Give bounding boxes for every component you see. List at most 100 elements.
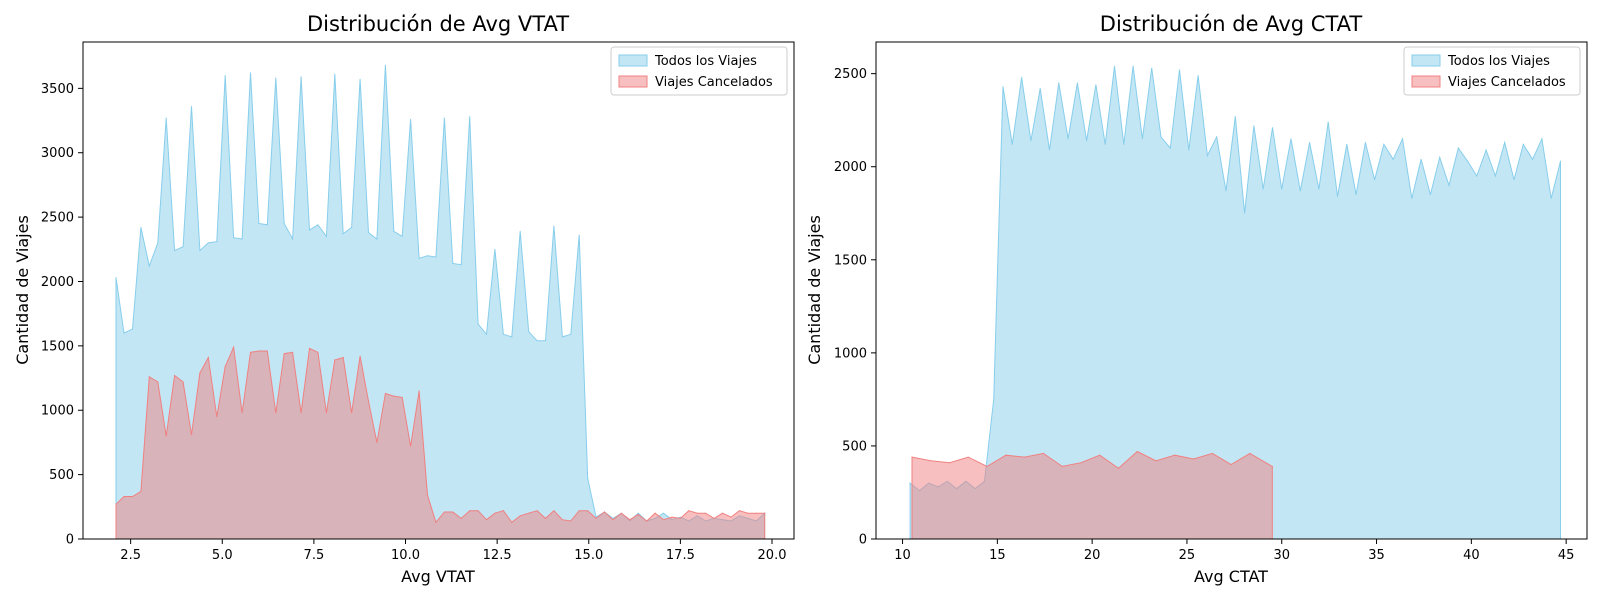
data-point-viajes-cancelados-ctat: [911, 456, 913, 458]
data-point-viajes-cancelados-vtat: [224, 365, 226, 368]
data-point-todos-los-viajes-ctat: [1429, 194, 1431, 196]
data-point-viajes-cancelados-ctat: [1136, 450, 1138, 453]
data-point-todos-los-viajes-vtat: [612, 517, 614, 520]
data-point-viajes-cancelados-ctat: [1193, 458, 1195, 460]
data-point-todos-los-viajes-ctat: [1169, 147, 1171, 149]
data-point-todos-los-viajes-ctat: [1541, 138, 1543, 140]
data-point-viajes-cancelados-vtat: [174, 374, 176, 377]
data-point-viajes-cancelados-vtat: [418, 390, 420, 392]
data-point-viajes-cancelados-vtat: [426, 494, 429, 496]
data-point-todos-los-viajes-ctat: [1346, 143, 1348, 145]
data-point-todos-los-viajes-vtat: [123, 332, 125, 334]
data-point-todos-los-viajes-ctat: [1030, 140, 1032, 142]
legend-frame-ctat: [1403, 46, 1581, 96]
data-point-todos-los-viajes-ctat: [1104, 143, 1106, 145]
legend-swatch-cancelled-vtat: [618, 75, 648, 88]
y-tick-label: 2000: [41, 275, 74, 290]
data-point-todos-los-viajes-ctat: [1225, 190, 1227, 192]
data-point-todos-los-viajes-vtat: [511, 336, 513, 338]
data-point-todos-los-viajes-ctat: [1271, 127, 1274, 129]
data-point-todos-los-viajes-vtat: [393, 230, 395, 232]
data-point-viajes-cancelados-vtat: [544, 517, 547, 520]
data-point-todos-los-viajes-vtat: [544, 340, 547, 342]
chart-ctat: 10 15 20 25 30 35 40 45 0 500 1000 1500 2000 2500 Di…: [805, 12, 1588, 586]
data-point-viajes-cancelados-vtat: [359, 355, 361, 357]
data-point-todos-los-viajes-vtat: [401, 235, 403, 237]
legend-label-all-ctat: Todos los Viajes: [1447, 54, 1550, 69]
data-point-todos-los-viajes-ctat: [1550, 197, 1552, 199]
data-point-todos-los-viajes-ctat: [1058, 82, 1060, 84]
data-point-viajes-cancelados-vtat: [443, 511, 445, 513]
data-point-viajes-cancelados-vtat: [620, 512, 623, 514]
data-point-viajes-cancelados-vtat: [148, 376, 150, 378]
data-point-viajes-cancelados-vtat: [131, 495, 134, 498]
data-point-viajes-cancelados-vtat: [182, 381, 184, 383]
y-axis-label-ctat: Cantidad de Viajes: [805, 215, 824, 365]
data-point-viajes-cancelados-vtat: [233, 346, 235, 348]
data-point-todos-los-viajes-vtat: [292, 238, 294, 240]
chart-vtat: 2.5 5.0 7.5 10.0 12.5 15.0 17.5 20.0 0 500 1000 15…: [13, 12, 795, 586]
data-point-todos-los-viajes-ctat: [1095, 84, 1097, 86]
data-point-todos-los-viajes-ctat: [1021, 76, 1023, 78]
data-point-todos-los-viajes-vtat: [418, 257, 420, 259]
data-point-viajes-cancelados-vtat: [688, 510, 690, 512]
data-point-todos-los-viajes-vtat: [460, 264, 462, 266]
data-point-viajes-cancelados-vtat: [730, 516, 732, 518]
legend-label-all-vtat: Todos los Viajes: [654, 54, 757, 69]
data-point-viajes-cancelados-vtat: [553, 510, 555, 512]
data-point-todos-los-viajes-ctat: [1216, 136, 1218, 138]
data-point-todos-los-viajes-vtat: [384, 64, 386, 66]
data-point-todos-los-viajes-vtat: [485, 333, 488, 335]
data-point-todos-los-viajes-ctat: [1086, 140, 1088, 142]
x-tick-label: 5.0: [212, 548, 233, 563]
data-point-todos-los-viajes-ctat: [1113, 65, 1116, 67]
data-point-todos-los-viajes-vtat: [443, 117, 445, 119]
data-point-viajes-cancelados-vtat: [165, 435, 167, 437]
data-point-viajes-cancelados-vtat: [115, 503, 117, 505]
data-point-todos-los-viajes-vtat: [140, 226, 142, 228]
data-point-viajes-cancelados-vtat: [528, 512, 530, 514]
data-point-todos-los-viajes-vtat: [637, 512, 639, 514]
x-ticks-vtat: 2.5 5.0 7.5 10.0 12.5 15.0 17.5 20.0: [120, 539, 786, 563]
data-point-todos-los-viajes-vtat: [351, 226, 353, 228]
y-tick-label: 2500: [834, 67, 867, 82]
data-point-viajes-cancelados-vtat: [629, 519, 631, 521]
data-point-viajes-cancelados-vtat: [410, 445, 412, 447]
data-point-viajes-cancelados-vtat: [612, 519, 614, 521]
data-point-viajes-cancelados-vtat: [376, 441, 378, 443]
x-axis-label-vtat: Avg VTAT: [401, 567, 475, 586]
data-point-todos-los-viajes-vtat: [410, 118, 412, 120]
legend-label-cancelled-vtat: Viajes Cancelados: [655, 75, 773, 90]
legend-ctat: Todos los Viajes Viajes Cancelados: [1403, 46, 1581, 96]
data-point-todos-los-viajes-vtat: [367, 232, 370, 234]
data-point-todos-los-viajes-ctat: [1411, 197, 1413, 199]
chart-title-ctat: Distribución de Avg CTAT: [1100, 12, 1363, 36]
data-point-todos-los-viajes-ctat: [1197, 74, 1199, 77]
data-point-viajes-cancelados-vtat: [637, 513, 639, 516]
legend-swatch-all-ctat: [1411, 54, 1441, 67]
data-point-todos-los-viajes-vtat: [435, 256, 437, 258]
data-point-viajes-cancelados-vtat: [367, 400, 370, 402]
data-point-viajes-cancelados-vtat: [662, 519, 665, 521]
x-tick-label: 7.5: [304, 548, 325, 563]
plot-frame-ctat: [875, 41, 1588, 540]
data-point-todos-los-viajes-ctat: [1327, 121, 1329, 123]
data-point-viajes-cancelados-vtat: [292, 351, 294, 353]
data-point-todos-los-viajes-ctat: [1132, 65, 1134, 67]
data-point-viajes-cancelados-vtat: [317, 351, 319, 353]
data-point-viajes-cancelados-ctat: [1024, 456, 1026, 458]
data-point-todos-los-viajes-ctat: [1448, 184, 1450, 186]
data-point-todos-los-viajes-ctat: [1476, 175, 1478, 177]
data-point-todos-los-viajes-vtat: [258, 222, 260, 225]
y-tick-label: 1000: [834, 346, 867, 361]
data-point-viajes-cancelados-vtat: [452, 511, 454, 513]
data-point-todos-los-viajes-ctat: [1188, 149, 1190, 151]
data-point-todos-los-viajes-ctat: [1178, 69, 1181, 71]
area-series-todos-los-viajes-ctat: [909, 66, 1561, 540]
data-point-todos-los-viajes-vtat: [157, 242, 159, 244]
data-point-viajes-cancelados-vtat: [300, 412, 302, 414]
data-point-viajes-cancelados-vtat: [241, 412, 243, 414]
data-point-viajes-cancelados-ctat: [1080, 462, 1082, 464]
x-tick-label: 20.0: [758, 548, 787, 563]
